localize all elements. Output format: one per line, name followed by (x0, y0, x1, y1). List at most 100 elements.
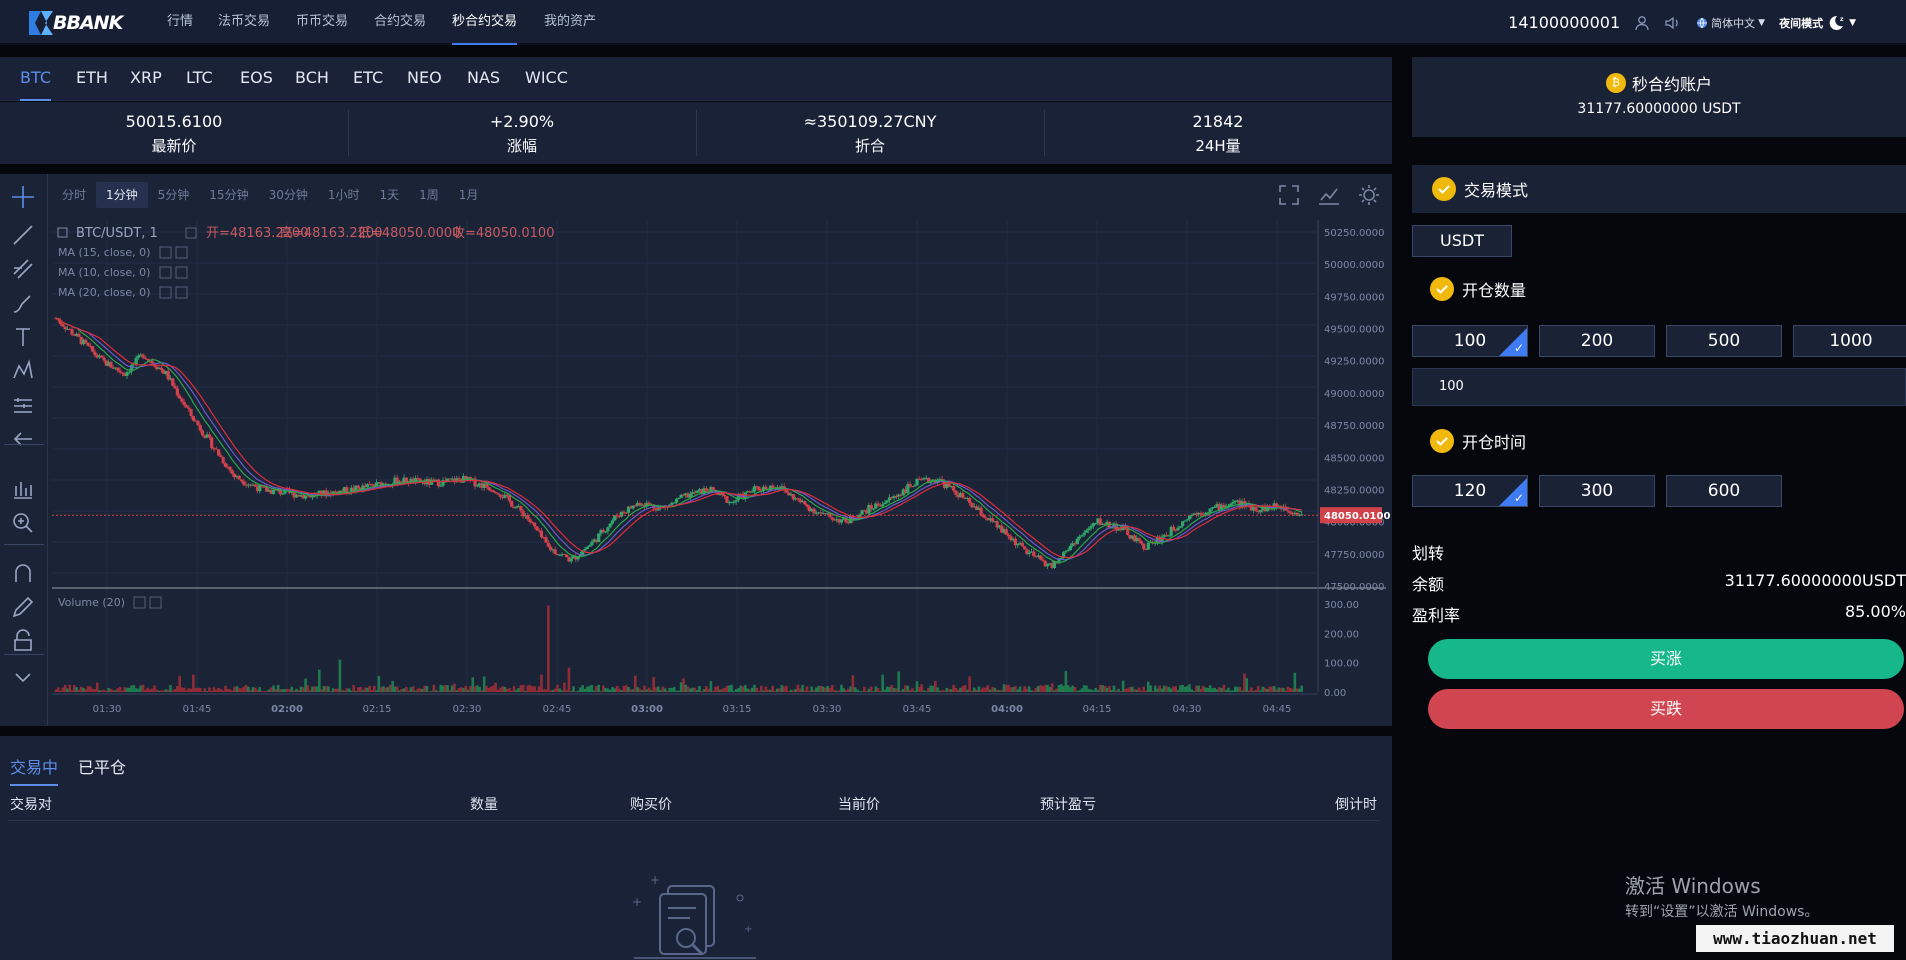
timeframe-8[interactable]: 1月 (458, 188, 479, 202)
language-select[interactable]: 简体中文 ▼ (1696, 15, 1765, 31)
volume-bar (313, 686, 317, 692)
measure-icon[interactable] (10, 392, 36, 418)
time-header: 开仓时间 (1430, 429, 1526, 453)
time-option-120[interactable]: 120 ✓ (1412, 475, 1528, 507)
settings-mini-icon[interactable] (159, 246, 172, 259)
candle-body (1258, 510, 1263, 513)
candle-body (761, 486, 766, 491)
brush-icon[interactable] (10, 290, 36, 316)
coin-tab-neo[interactable]: NEO (407, 68, 442, 87)
trend-line-icon[interactable] (10, 222, 36, 248)
coin-tab-etc[interactable]: ETC (353, 68, 384, 87)
buy-up-button[interactable]: 买涨 (1428, 639, 1904, 679)
amount-option-1000[interactable]: 1000 (1793, 325, 1906, 357)
volume-bar (345, 688, 349, 692)
candle-body (255, 486, 260, 492)
volume-bar (1087, 688, 1091, 692)
logo[interactable]: BBANK (27, 9, 123, 37)
nav-item-3[interactable]: 合约交易 (374, 14, 427, 29)
close-mini-icon[interactable] (175, 246, 188, 259)
coin-tab-ltc[interactable]: LTC (186, 68, 213, 87)
orders-tab-0[interactable]: 交易中 (10, 758, 59, 777)
amount-option-200[interactable]: 200 (1539, 325, 1655, 357)
volume-bar (214, 689, 218, 692)
buy-down-button[interactable]: 买跌 (1428, 689, 1904, 729)
timeframe-2[interactable]: 5分钟 (157, 188, 190, 202)
zoom-in-icon[interactable] (10, 510, 36, 536)
timeframe-0[interactable]: 分时 (62, 188, 87, 202)
coin-tab-wicc[interactable]: WICC (525, 68, 568, 87)
timeframe-3[interactable]: 15分钟 (209, 188, 249, 202)
volume-bar (746, 688, 749, 692)
nav-item-2[interactable]: 币币交易 (296, 14, 349, 29)
volume-bar (998, 690, 1001, 692)
timeframe-5[interactable]: 1小时 (327, 188, 360, 202)
candle-body (1025, 549, 1029, 555)
amount-input[interactable]: 100 (1412, 368, 1906, 406)
volume-bar (618, 688, 621, 692)
timeframe-7[interactable]: 1周 (419, 188, 439, 202)
chart-type-icon[interactable] (10, 476, 36, 502)
checkmark-icon: ✓ (1513, 341, 1524, 355)
settings-mini-icon[interactable] (159, 286, 172, 299)
close-mini-icon[interactable] (175, 266, 188, 279)
fib-icon[interactable] (10, 256, 36, 282)
gear-icon[interactable] (1359, 185, 1379, 205)
speaker-icon[interactable] (1664, 15, 1682, 31)
amount-option-100[interactable]: 100 ✓ (1412, 325, 1528, 357)
indicator-icon[interactable] (1319, 188, 1339, 205)
coin-tab-eos[interactable]: EOS (240, 68, 273, 87)
volume-bar (84, 689, 88, 692)
user-icon[interactable] (1634, 15, 1650, 31)
coin-tab-btc[interactable]: BTC (20, 57, 51, 101)
mode-usdt-button[interactable]: USDT (1412, 225, 1512, 257)
collapse-icon[interactable] (57, 227, 68, 238)
settings-mini-icon[interactable] (159, 266, 172, 279)
candle-body (1295, 512, 1299, 516)
pattern-icon[interactable] (10, 358, 36, 384)
candle-body (565, 554, 569, 558)
volume-bar (276, 684, 280, 692)
lock-icon[interactable] (10, 628, 36, 654)
nav-item-1[interactable]: 法币交易 (218, 14, 271, 29)
back-arrow-icon[interactable] (10, 426, 36, 452)
candle-body (1052, 561, 1056, 568)
time-option-300[interactable]: 300 (1539, 475, 1655, 507)
coin-tab-xrp[interactable]: XRP (130, 68, 162, 87)
volume-bar (171, 690, 175, 692)
close-mini-icon[interactable] (149, 596, 162, 609)
time-option-600[interactable]: 600 (1666, 475, 1782, 507)
nav-item-0[interactable]: 行情 (167, 14, 194, 29)
coin-tab-eth[interactable]: ETH (76, 68, 108, 87)
nav-item-5[interactable]: 我的资产 (544, 14, 597, 29)
volume-bar (1142, 686, 1146, 692)
candle-body (528, 519, 532, 522)
candle-body (1110, 527, 1114, 529)
settings-mini-icon[interactable] (133, 596, 146, 609)
amount-option-500[interactable]: 500 (1666, 325, 1782, 357)
timeframe-4[interactable]: 30分钟 (268, 188, 308, 202)
magnet-icon[interactable] (10, 560, 36, 586)
volume-bar (952, 684, 955, 692)
nav-item-4[interactable]: 秒合约交易 (452, 0, 518, 45)
crosshair-icon[interactable] (10, 184, 36, 210)
volume-bar (116, 688, 120, 692)
text-icon[interactable] (10, 324, 36, 350)
night-mode-toggle[interactable]: 夜间模式 z ▼ (1779, 15, 1856, 31)
volume-bar (473, 686, 477, 692)
pencil-lock-icon[interactable] (10, 594, 36, 620)
user-phone[interactable]: 14100000001 (1508, 13, 1621, 32)
chevron-down-icon[interactable] (10, 664, 36, 690)
svg-text:+: + (632, 895, 642, 909)
fullscreen-icon[interactable] (1279, 185, 1299, 205)
candle-body (892, 495, 896, 499)
timeframe-6[interactable]: 1天 (379, 188, 400, 202)
chart-canvas[interactable]: 50250.0000 50000.0000 49750.0000 49500.0000… (0, 174, 1392, 726)
close-mini-icon[interactable] (175, 286, 188, 299)
orders-tab-1[interactable]: 已平仓 (78, 758, 127, 777)
transfer-link[interactable]: 划转 (1412, 544, 1445, 563)
coin-tab-nas[interactable]: NAS (467, 68, 501, 87)
coin-tab-bch[interactable]: BCH (295, 68, 329, 87)
timeframe-1[interactable]: 1分钟 (96, 182, 148, 208)
settings-mini-icon[interactable] (185, 227, 197, 239)
